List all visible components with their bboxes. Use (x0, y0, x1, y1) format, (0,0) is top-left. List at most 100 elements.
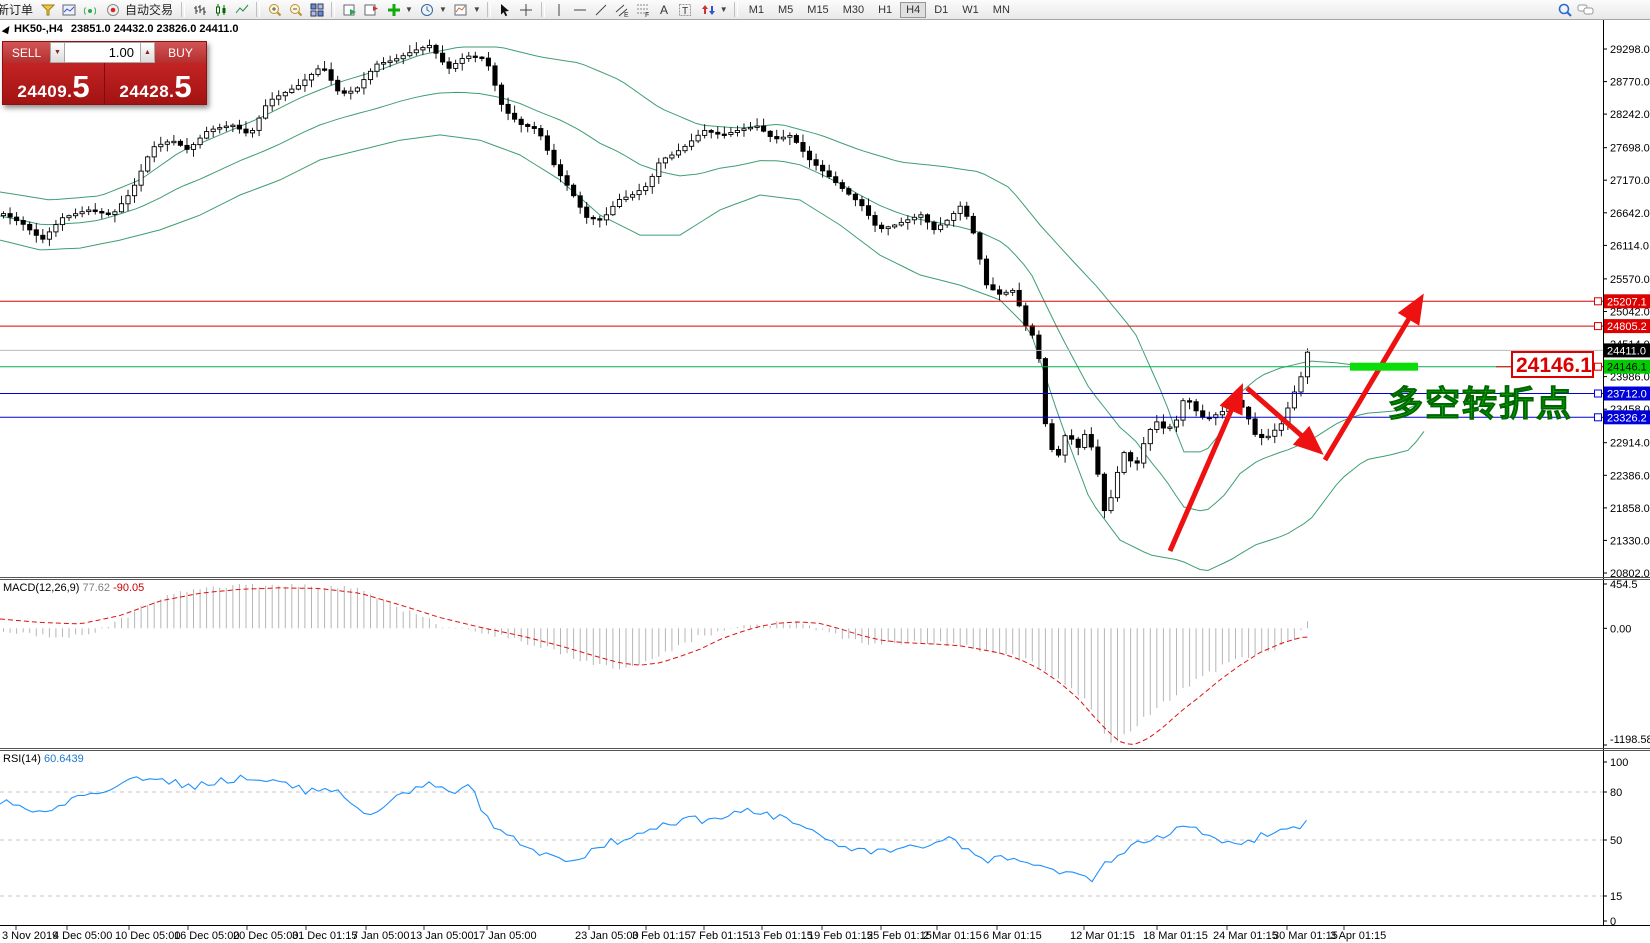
chart-shift-icon[interactable] (362, 2, 379, 18)
candle-body (420, 47, 426, 51)
rsi-axis-label: 0 (1610, 916, 1616, 928)
candle-body (20, 220, 26, 225)
autotrading-button[interactable]: 自动交易 (100, 1, 177, 18)
indicators-button[interactable]: ▼ (381, 1, 415, 18)
candle-body (426, 44, 432, 49)
new-order-button[interactable]: 新订单 (0, 1, 37, 18)
line-handle-square[interactable] (1594, 297, 1602, 306)
candle-body (440, 52, 446, 63)
templates-button[interactable]: ▼ (449, 1, 483, 18)
arrows-button[interactable]: ▼ (696, 1, 730, 18)
fibonacci-icon[interactable]: F (635, 2, 652, 18)
line-handle-square[interactable] (1594, 322, 1602, 331)
text-label-icon[interactable]: T (677, 2, 694, 18)
timeframe-d1[interactable]: D1 (934, 3, 949, 16)
time-tick-label: 24 Mar 01:15 (1213, 930, 1278, 942)
trend-arrow[interactable] (1167, 383, 1243, 552)
macd-indicator-label: MACD(12,26,9) 77.62 -90.05 (3, 582, 144, 594)
sell-price[interactable]: 24409. 5 (3, 63, 104, 104)
new-order-icon[interactable] (39, 2, 56, 18)
candle-body (236, 124, 242, 130)
candle-body (1055, 448, 1062, 456)
auto-scroll-icon[interactable] (341, 2, 358, 18)
candle-body (997, 289, 1003, 295)
trend-arrow[interactable] (1322, 293, 1424, 462)
candle-body (1003, 291, 1009, 295)
candle-body (741, 128, 747, 131)
candle-body (957, 205, 963, 214)
buy-button[interactable]: BUY (155, 42, 206, 63)
cursor-icon[interactable] (497, 2, 514, 18)
callout-handle-square[interactable] (1594, 362, 1602, 371)
price-tick-label: 28770.0 (1610, 77, 1650, 89)
horizontal-line-icon[interactable] (572, 2, 589, 18)
candle-body (302, 79, 308, 87)
zoom-out-icon[interactable] (287, 2, 304, 18)
candle-body (538, 128, 544, 137)
sell-button[interactable]: SELL (3, 42, 50, 63)
candle-body (381, 62, 387, 65)
candle-body (1010, 289, 1016, 293)
text-icon[interactable]: A (656, 2, 673, 18)
bollinger-bands-layer (0, 46, 1425, 572)
arrow-shapes-icon (700, 2, 717, 18)
macd-axis-label: -1198.58 (1610, 734, 1650, 746)
candle-body (649, 175, 655, 188)
volume-increase-button[interactable]: ▲ (140, 42, 155, 63)
candle-body (1088, 434, 1094, 448)
candle-body (282, 91, 288, 97)
broadcast-icon[interactable] (81, 2, 98, 18)
candle-body (695, 134, 701, 142)
chat-icon[interactable] (1577, 2, 1594, 18)
line-handle-square[interactable] (1594, 413, 1602, 422)
price-callout-box[interactable] (1511, 351, 1594, 378)
tile-windows-icon[interactable] (308, 2, 325, 18)
trendline-icon[interactable] (593, 2, 610, 18)
buy-price[interactable]: 24428. 5 (105, 63, 206, 104)
price-axis: 29298.0 28770.0 28242.0 27698.0 27170.0 26642… (1594, 44, 1650, 580)
timeframe-mn[interactable]: MN (992, 3, 1010, 16)
market-watch-icon[interactable] (60, 2, 77, 18)
timeframe-h1[interactable]: H1 (878, 3, 893, 16)
candle-body (603, 214, 609, 221)
candle-body (413, 49, 419, 54)
price-tick-label: 21330.0 (1610, 535, 1650, 547)
volume-input[interactable]: 1.00 (65, 42, 140, 63)
line-chart-mode-icon[interactable] (233, 2, 250, 18)
bar-chart-mode-icon[interactable] (191, 2, 208, 18)
candle-body (669, 154, 675, 159)
candlestick-mode-icon[interactable] (212, 2, 229, 18)
line-handle-square[interactable] (1594, 389, 1602, 398)
candle-body (872, 215, 878, 226)
candle-body (564, 175, 570, 186)
candle-body (656, 162, 662, 177)
trend-arrow[interactable] (1245, 386, 1324, 455)
candle-body (774, 136, 780, 140)
timeframe-h4[interactable]: H4 (900, 1, 927, 18)
candle-body (79, 211, 85, 215)
search-icon[interactable] (1556, 2, 1573, 18)
spinner-down-icon: ▼ (54, 49, 61, 56)
sell-price-main: 24409. (17, 82, 73, 101)
crosshair-icon[interactable] (518, 2, 535, 18)
timeframe-w1[interactable]: W1 (962, 3, 979, 16)
candle-body (1246, 406, 1252, 420)
timeframe-m1[interactable]: M1 (748, 3, 764, 16)
timeframe-m30[interactable]: M30 (842, 3, 865, 16)
support-zone-bar[interactable] (1350, 362, 1418, 371)
equidistant-channel-icon[interactable]: E (614, 2, 631, 18)
rsi-axis-label: 15 (1610, 891, 1622, 903)
candle-body (105, 212, 111, 215)
candle-body (905, 219, 911, 223)
zoom-in-icon[interactable] (266, 2, 283, 18)
periods-button[interactable]: ▼ (415, 1, 449, 18)
rsi-line (0, 774, 1307, 883)
candle-body (1160, 421, 1166, 429)
timeframe-m5[interactable]: M5 (778, 3, 794, 16)
volume-decrease-button[interactable]: ▼ (50, 42, 65, 63)
time-tick-label: 10 Dec 05:00 (115, 930, 180, 942)
vertical-line-icon[interactable] (551, 2, 568, 18)
candle-body (276, 95, 282, 100)
timeframe-m15[interactable]: M15 (807, 3, 829, 16)
